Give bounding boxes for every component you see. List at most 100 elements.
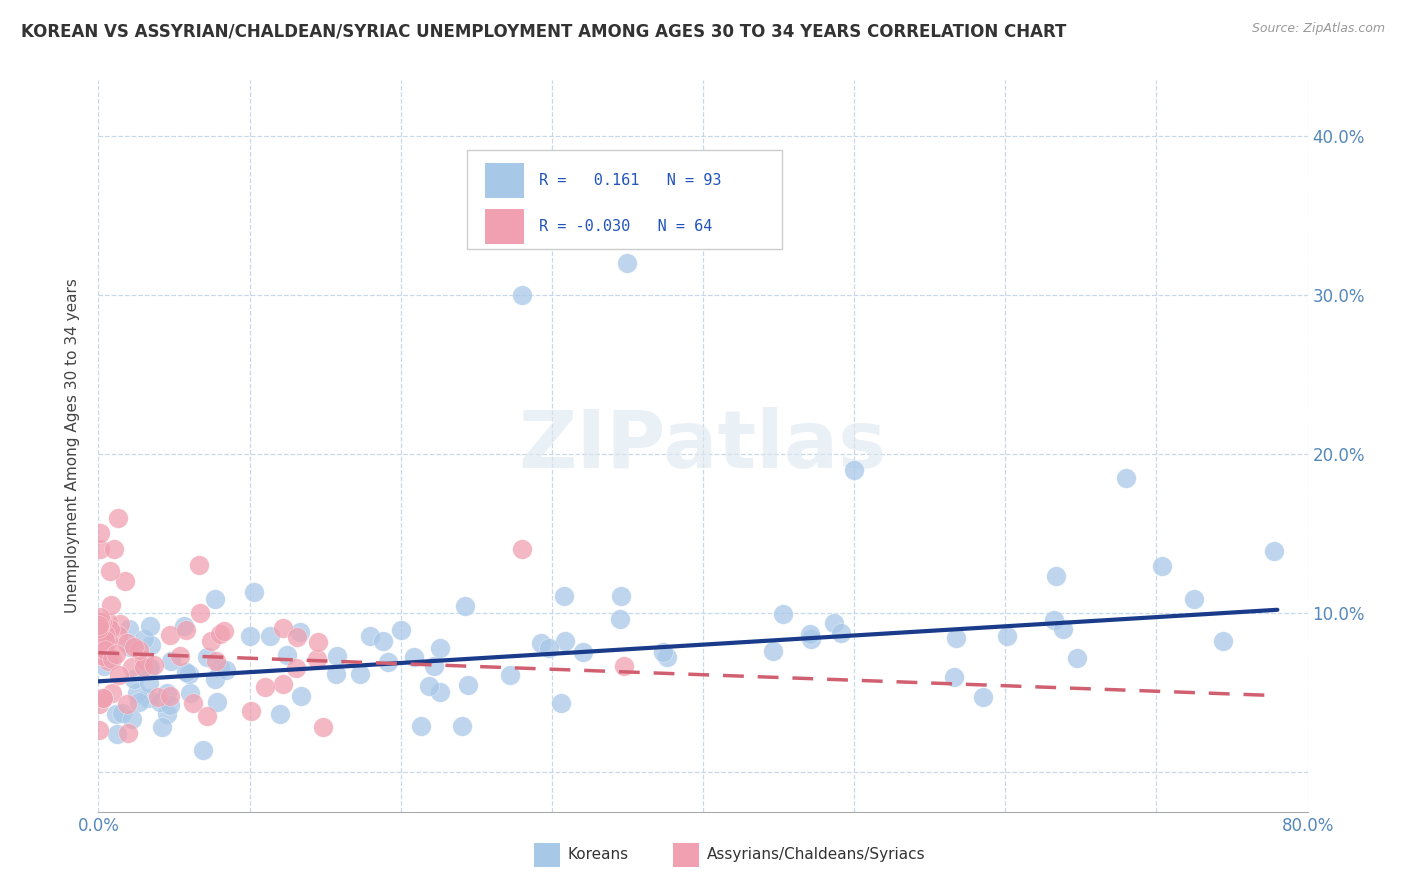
- Text: Assyrians/Chaldeans/Syriacs: Assyrians/Chaldeans/Syriacs: [707, 847, 925, 863]
- Point: [307, 652, 329, 666]
- Point: [205, 654, 228, 668]
- Point: [530, 636, 553, 650]
- Point: [121, 660, 143, 674]
- Point: [107, 510, 129, 524]
- Point: [572, 644, 595, 658]
- Point: [118, 640, 141, 654]
- Point: [1263, 544, 1285, 558]
- Point: [191, 743, 214, 757]
- Y-axis label: Unemployment Among Ages 30 to 34 years: Unemployment Among Ages 30 to 34 years: [65, 278, 80, 614]
- Point: [93, 690, 115, 705]
- Point: [762, 644, 785, 658]
- Point: [799, 627, 821, 641]
- Point: [772, 607, 794, 621]
- Point: [89, 723, 111, 737]
- Point: [169, 649, 191, 664]
- Point: [89, 542, 111, 557]
- Point: [110, 617, 132, 632]
- Text: KOREAN VS ASSYRIAN/CHALDEAN/SYRIAC UNEMPLOYMENT AMONG AGES 30 TO 34 YEARS CORREL: KOREAN VS ASSYRIAN/CHALDEAN/SYRIAC UNEMP…: [21, 22, 1067, 40]
- Point: [510, 542, 533, 557]
- Point: [285, 661, 308, 675]
- FancyBboxPatch shape: [485, 209, 524, 244]
- Point: [550, 696, 572, 710]
- Point: [114, 574, 136, 589]
- Point: [510, 288, 533, 302]
- Point: [195, 649, 218, 664]
- Point: [94, 632, 117, 647]
- Point: [139, 661, 162, 675]
- Point: [454, 599, 477, 614]
- Point: [100, 599, 122, 613]
- Point: [138, 659, 160, 673]
- Point: [1052, 622, 1074, 636]
- Point: [181, 696, 204, 710]
- Point: [423, 658, 446, 673]
- Point: [142, 658, 165, 673]
- Point: [537, 641, 560, 656]
- Point: [373, 633, 395, 648]
- Point: [204, 592, 226, 607]
- Point: [195, 708, 218, 723]
- Point: [1182, 591, 1205, 606]
- Point: [349, 666, 371, 681]
- Point: [128, 643, 150, 657]
- Point: [389, 623, 412, 637]
- Point: [97, 632, 120, 647]
- Point: [208, 626, 231, 640]
- Point: [104, 707, 127, 722]
- Point: [89, 697, 111, 711]
- Point: [121, 712, 143, 726]
- Point: [159, 628, 181, 642]
- Point: [91, 615, 114, 629]
- Point: [96, 627, 118, 641]
- Point: [325, 648, 347, 663]
- Point: [359, 629, 381, 643]
- Point: [160, 654, 183, 668]
- Point: [269, 706, 291, 721]
- Point: [995, 629, 1018, 643]
- FancyBboxPatch shape: [467, 150, 782, 249]
- Point: [288, 624, 311, 639]
- Point: [105, 647, 128, 661]
- Point: [89, 526, 111, 541]
- Point: [105, 727, 128, 741]
- Point: [136, 690, 159, 705]
- Point: [159, 698, 181, 712]
- Point: [150, 720, 173, 734]
- Point: [457, 678, 479, 692]
- Point: [149, 694, 172, 708]
- Point: [613, 659, 636, 673]
- Point: [89, 615, 111, 629]
- Point: [259, 629, 281, 643]
- Point: [97, 615, 120, 629]
- Point: [94, 627, 117, 641]
- FancyBboxPatch shape: [672, 843, 699, 867]
- Point: [1152, 558, 1174, 573]
- Point: [100, 686, 122, 700]
- Point: [117, 726, 139, 740]
- Text: R = -0.030   N = 64: R = -0.030 N = 64: [538, 219, 711, 234]
- Point: [307, 635, 329, 649]
- Point: [125, 685, 148, 699]
- Point: [188, 558, 211, 573]
- Point: [276, 648, 298, 662]
- Point: [429, 640, 451, 655]
- Point: [134, 632, 156, 646]
- Point: [451, 719, 474, 733]
- Point: [253, 680, 276, 694]
- Point: [800, 632, 823, 646]
- Point: [271, 621, 294, 635]
- Point: [972, 690, 994, 704]
- Point: [616, 256, 638, 270]
- Point: [830, 626, 852, 640]
- Point: [214, 663, 236, 677]
- Point: [200, 633, 222, 648]
- Point: [91, 648, 114, 663]
- Point: [107, 627, 129, 641]
- Point: [205, 695, 228, 709]
- Point: [115, 698, 138, 712]
- Point: [943, 670, 966, 684]
- Point: [657, 650, 679, 665]
- Point: [174, 623, 197, 637]
- Point: [138, 676, 160, 690]
